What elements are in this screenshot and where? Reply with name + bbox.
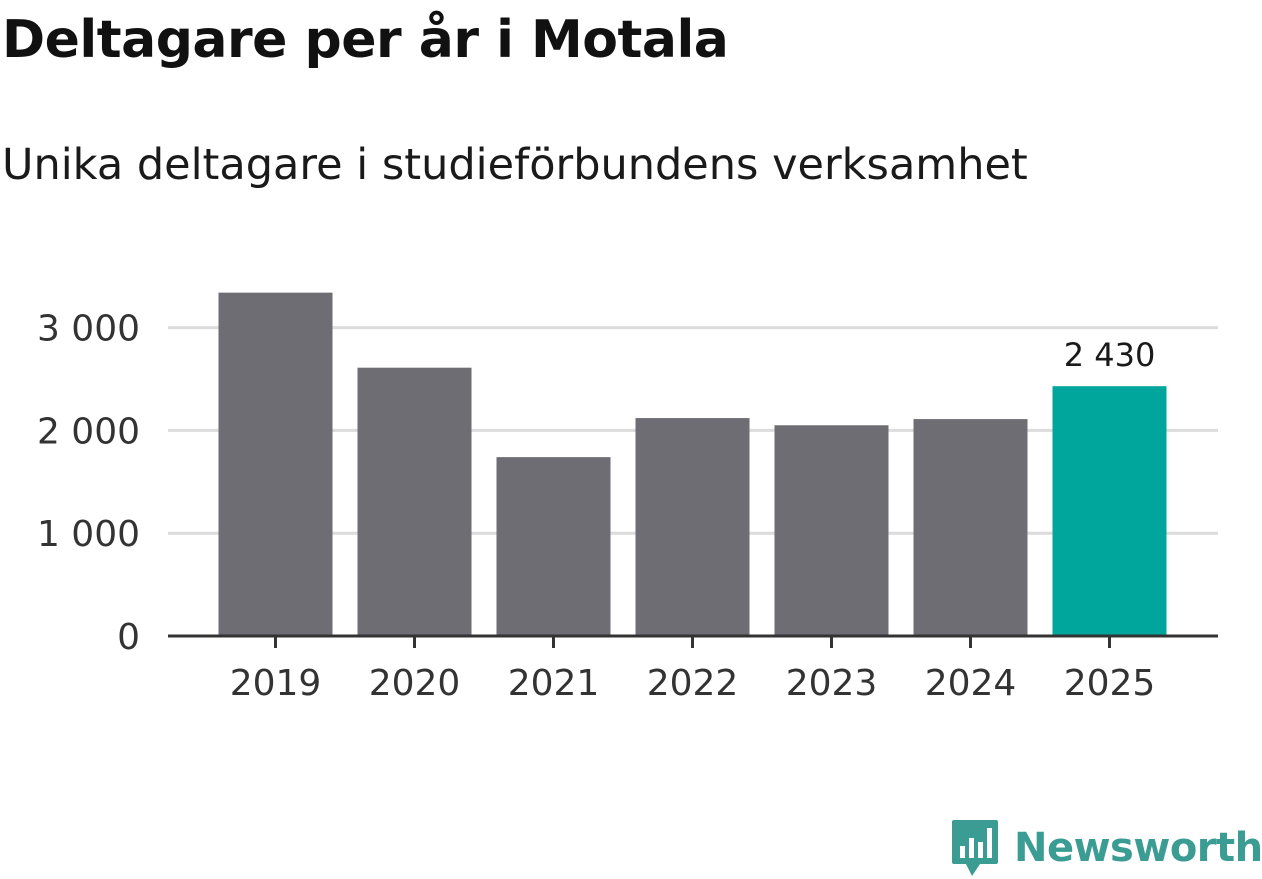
y-axis-ticks: 0 1 000 2 000 3 000 (37, 309, 140, 658)
x-tick-label: 2021 (508, 663, 600, 704)
x-tick-label: 2022 (647, 663, 739, 704)
chart-title: Deltagare per år i Motala (2, 10, 729, 70)
newsworthy-logo-icon (952, 820, 998, 876)
bar-2021 (496, 457, 611, 636)
x-tick-label: 2020 (369, 663, 461, 704)
bar-2023 (774, 425, 889, 636)
y-tick-label: 3 000 (37, 309, 140, 350)
x-tick-label: 2023 (786, 663, 878, 704)
x-tick-label: 2019 (230, 663, 322, 704)
y-tick-label: 1 000 (37, 514, 140, 555)
brand-logo: Newsworthy (950, 818, 1262, 878)
bar-2025 (1052, 386, 1167, 636)
y-tick-label: 2 000 (37, 411, 140, 452)
bar-2022 (635, 418, 750, 636)
bar-2024 (913, 419, 1028, 636)
bars (218, 292, 1167, 636)
y-tick-label: 0 (117, 617, 140, 658)
x-tick-label: 2024 (925, 663, 1017, 704)
data-labels: 2 430 (1064, 336, 1156, 374)
bar-2020 (357, 367, 472, 636)
bar-2019 (218, 292, 333, 636)
x-axis-ticks: 2019 2020 2021 2022 2023 2024 2025 (230, 663, 1156, 704)
x-axis (168, 634, 1218, 648)
data-label: 2 430 (1064, 336, 1156, 374)
x-tick-label: 2025 (1064, 663, 1156, 704)
brand-name: Newsworthy (1014, 825, 1262, 871)
chart-subtitle: Unika deltagare i studieförbundens verks… (2, 140, 1028, 190)
